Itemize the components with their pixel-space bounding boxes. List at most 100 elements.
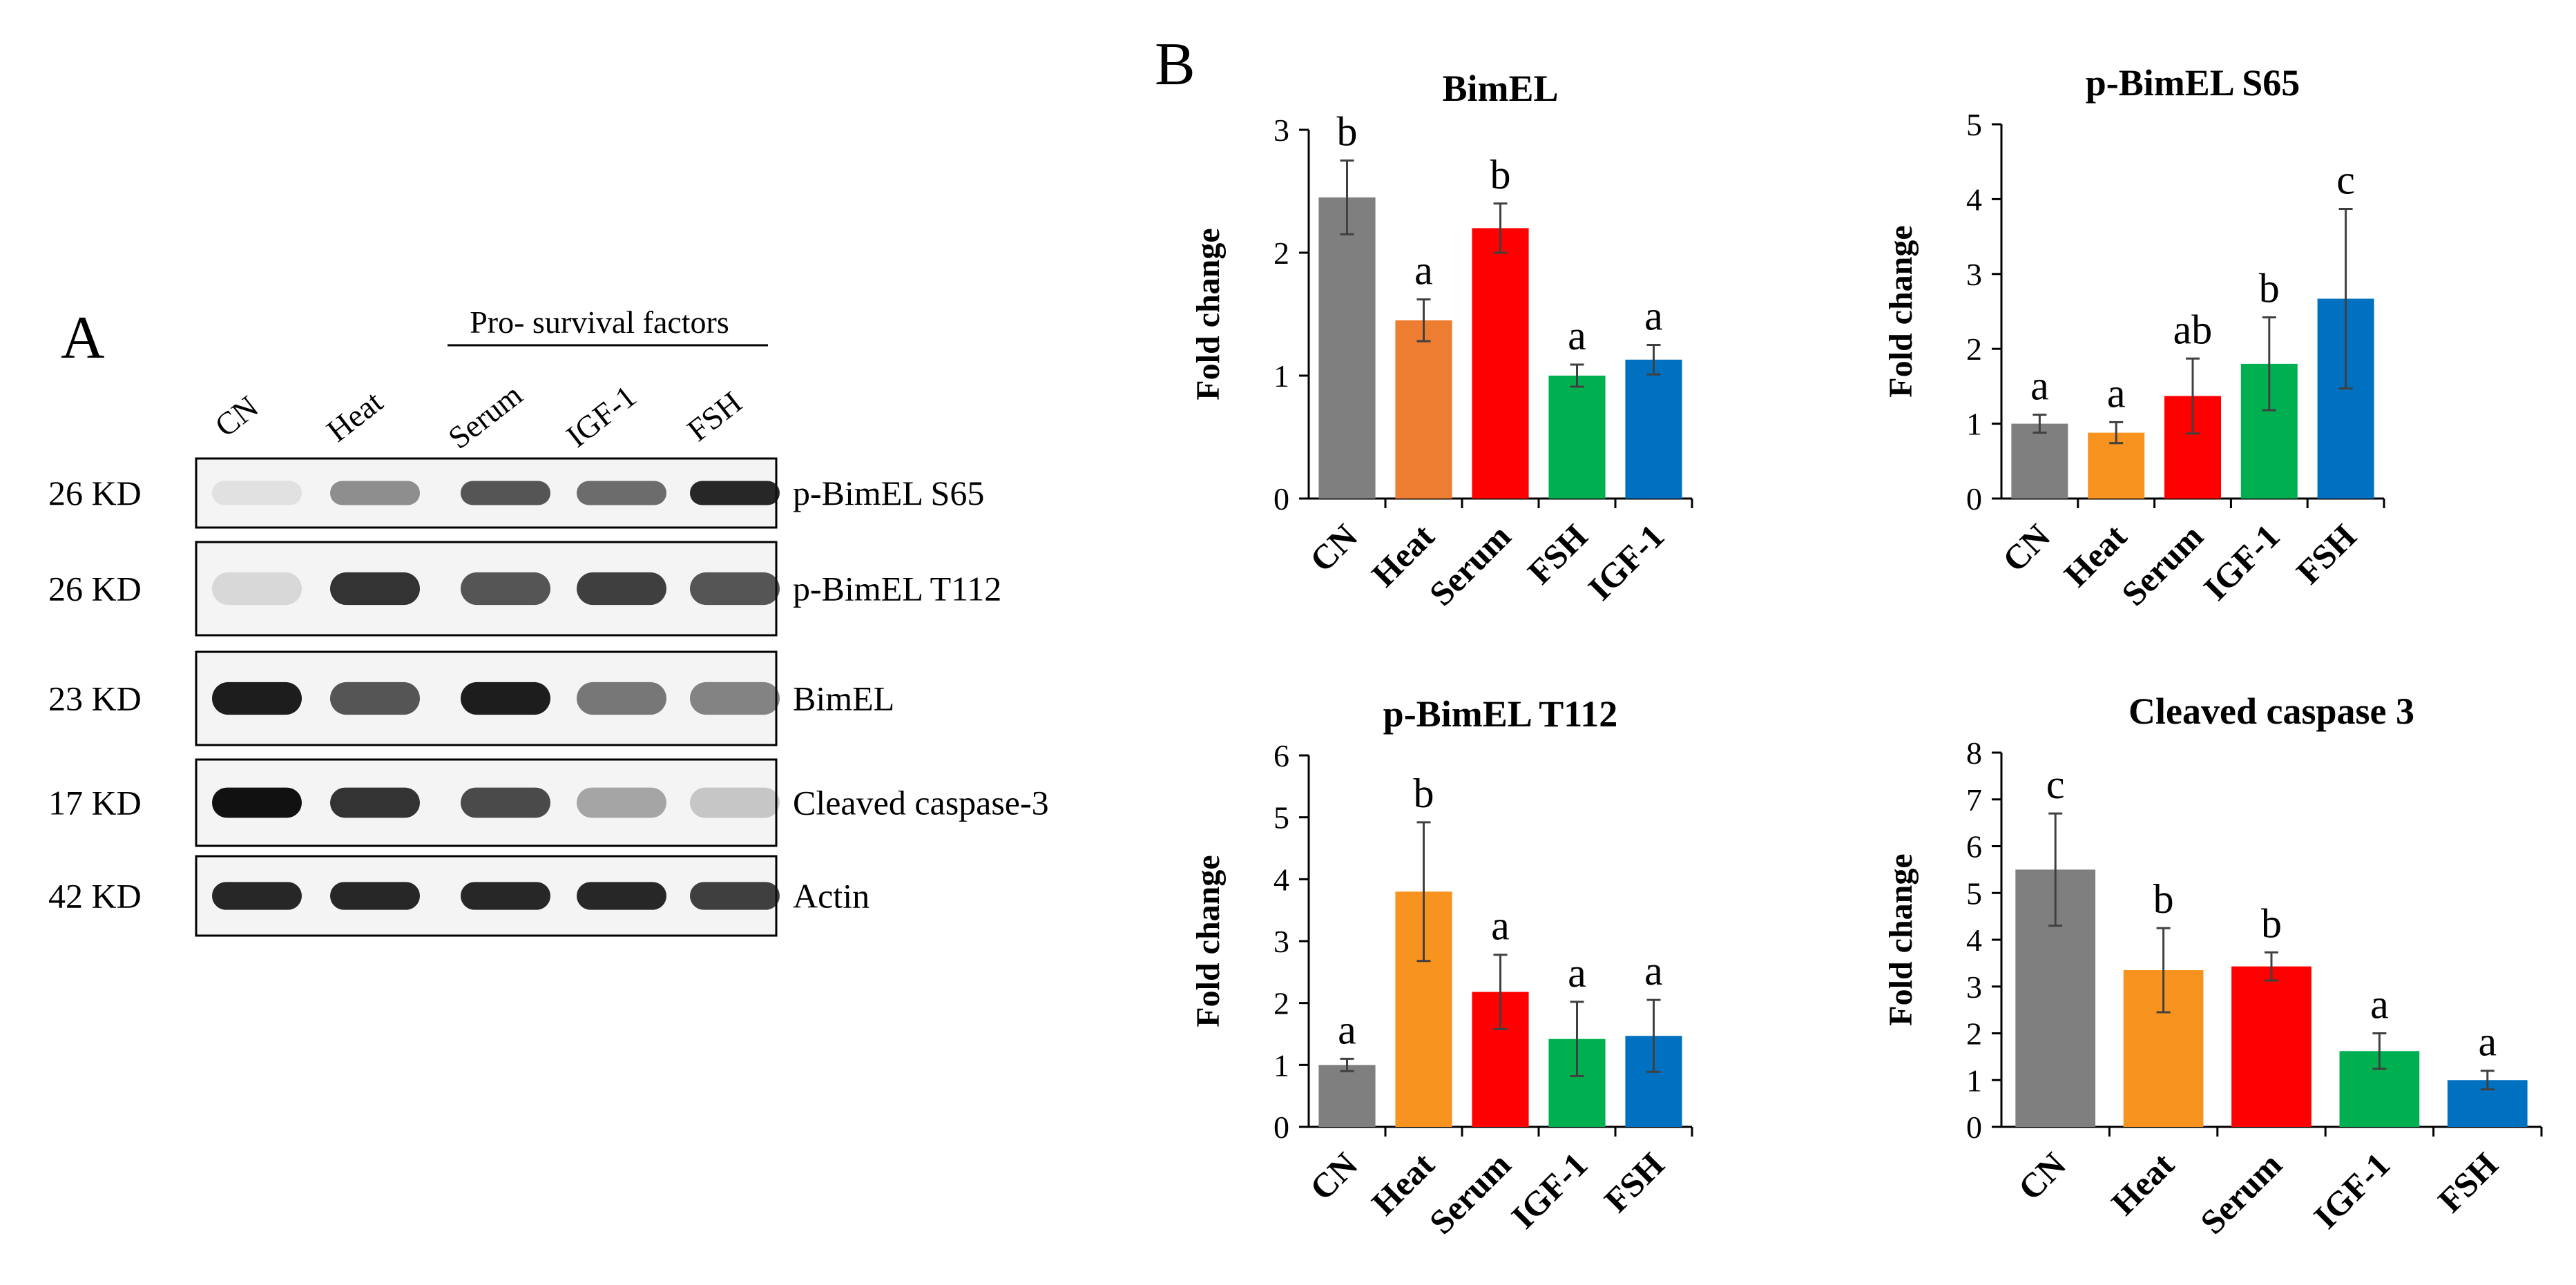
y-tick-label: 5 xyxy=(1273,800,1289,835)
category-label: Heat xyxy=(2104,1145,2181,1222)
y-tick-label: 6 xyxy=(1966,829,1982,864)
significance-letter: a xyxy=(1644,293,1663,339)
y-tick-label: 0 xyxy=(1966,1110,1982,1145)
chart-title: BimEL xyxy=(1442,68,1558,109)
blot-band xyxy=(330,682,420,715)
blot-row: 17 KD Cleaved caspase-3 xyxy=(48,758,1049,847)
chart-title: p-BimEL T112 xyxy=(1383,693,1618,735)
category-label: Serum xyxy=(1422,516,1519,613)
y-tick-label: 2 xyxy=(1273,235,1289,271)
y-tick-label: 4 xyxy=(1966,182,1982,217)
y-axis-label: Fold change xyxy=(1883,225,1919,397)
significance-letter: c xyxy=(2046,762,2065,807)
bar xyxy=(2011,423,2068,499)
blot-label: BimEL xyxy=(793,679,894,718)
panel-b-bar-charts: B BimEL Fold change 0 1 2 3 b CN a Heat b Serum a FSH… xyxy=(1155,31,2543,1241)
significance-letter: a xyxy=(2030,363,2049,409)
category-label: Serum xyxy=(2114,516,2211,613)
category-label: IGF-1 xyxy=(1580,516,1671,608)
blot-size-label: 17 KD xyxy=(48,784,142,822)
blot-size-label: 26 KD xyxy=(48,570,142,608)
blot-band xyxy=(330,787,420,818)
blot-label: p-BimEL S65 xyxy=(793,474,984,512)
chart-title: p-BimEL S65 xyxy=(2086,62,2300,104)
group-label: Pro- survival factors xyxy=(470,305,729,340)
category-label: FSH xyxy=(2430,1145,2505,1219)
y-tick-label: 0 xyxy=(1966,481,1982,516)
lane-label: IGF-1 xyxy=(559,378,642,454)
blot-row: 26 KD p-BimEL S65 xyxy=(48,457,984,529)
blot-band xyxy=(690,481,780,505)
significance-letter: a xyxy=(1338,1007,1356,1052)
y-tick-label: 2 xyxy=(1966,1016,1982,1052)
blot-band xyxy=(577,882,666,910)
blot-band xyxy=(577,572,666,606)
y-tick-label: 1 xyxy=(1273,1047,1289,1083)
blot-band xyxy=(577,682,666,715)
y-axis-label: Fold change xyxy=(1190,228,1227,400)
blot-band xyxy=(577,481,666,505)
blot-band xyxy=(330,572,420,606)
blot-band xyxy=(577,787,666,818)
y-axis-label: Fold change xyxy=(1190,855,1227,1027)
lane-label: Heat xyxy=(320,384,390,449)
category-label: Serum xyxy=(2193,1145,2289,1241)
bar xyxy=(1395,320,1452,499)
y-tick-label: 3 xyxy=(1273,113,1289,148)
significance-letter: b xyxy=(2259,266,2280,311)
y-tick-label: 1 xyxy=(1966,1063,1982,1098)
panel-b-letter: B xyxy=(1155,31,1195,98)
category-label: CN xyxy=(1995,516,2058,579)
blot-label: Cleaved caspase-3 xyxy=(793,784,1049,822)
blot-rows: 26 KD p-BimEL S65 26 KD p-BimEL T112 23 KD Bi… xyxy=(48,457,1049,937)
blot-row: 23 KD BimEL xyxy=(48,650,894,746)
y-tick-label: 3 xyxy=(1273,924,1289,959)
bar xyxy=(1472,228,1529,499)
category-label: FSH xyxy=(2289,516,2363,591)
blot-band xyxy=(461,481,550,505)
blot-band xyxy=(690,882,780,910)
blot-band xyxy=(212,882,302,910)
lane-labels: CN Heat Serum IGF-1 FSH xyxy=(209,377,749,456)
y-tick-label: 4 xyxy=(1966,922,1982,958)
bar xyxy=(2231,966,2311,1127)
blot-size-label: 26 KD xyxy=(48,474,142,512)
bar xyxy=(1318,1065,1376,1127)
y-tick-label: 3 xyxy=(1966,969,1982,1005)
y-tick-label: 4 xyxy=(1273,862,1289,897)
category-label: Serum xyxy=(1422,1145,1519,1241)
y-tick-label: 6 xyxy=(1273,738,1289,773)
chart-title: Cleaved caspase 3 xyxy=(2128,690,2414,732)
bar xyxy=(1318,197,1376,499)
bar xyxy=(1625,359,1682,499)
y-tick-label: 1 xyxy=(1966,407,1982,442)
significance-letter: a xyxy=(1568,313,1586,358)
significance-letter: a xyxy=(1414,248,1433,293)
category-label: FSH xyxy=(1597,1145,1671,1219)
panel-a-letter: A xyxy=(61,305,105,371)
blot-band xyxy=(461,787,550,818)
y-tick-label: 5 xyxy=(1966,876,1982,911)
significance-letter: a xyxy=(1491,903,1510,949)
category-label: IGF-1 xyxy=(2196,516,2287,608)
panel-a-western-blots: A Pro- survival factors CN Heat Serum IGF-1… xyxy=(48,305,1049,937)
significance-letter: b xyxy=(1490,152,1511,197)
y-tick-label: 0 xyxy=(1273,1110,1289,1145)
significance-letter: c xyxy=(2336,157,2355,202)
blot-band xyxy=(690,682,780,715)
y-tick-label: 5 xyxy=(1966,107,1982,142)
category-label: CN xyxy=(2010,1145,2073,1208)
blot-band xyxy=(461,882,550,910)
blot-band xyxy=(212,682,302,715)
significance-letter: a xyxy=(2107,370,2126,416)
blot-row: 26 KD p-BimEL T112 xyxy=(48,541,1001,637)
significance-letter: b xyxy=(2153,876,2174,922)
blot-band xyxy=(461,682,550,715)
y-tick-label: 1 xyxy=(1273,358,1289,394)
significance-letter: a xyxy=(1644,948,1663,994)
blot-band xyxy=(690,787,780,818)
y-tick-label: 3 xyxy=(1966,257,1982,292)
blot-band xyxy=(212,481,302,505)
